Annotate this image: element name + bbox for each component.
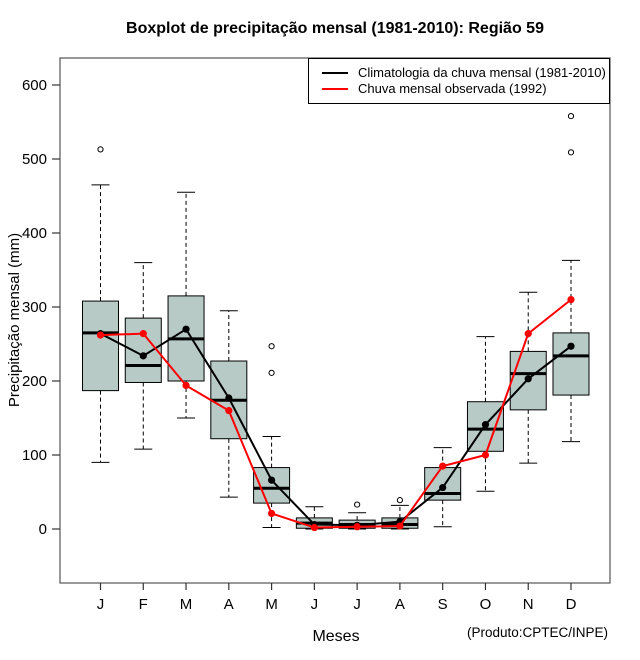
chart-title: Boxplot de precipitação mensal (1981-201… <box>126 20 544 37</box>
series-point <box>396 522 404 530</box>
legend-label-climatology: Climatologia da chuva mensal (1981-2010) <box>358 65 606 80</box>
boxplot-2 <box>124 262 162 450</box>
series-point <box>567 342 575 350</box>
outlier-point <box>396 497 404 504</box>
x-tick-label: A <box>224 596 234 613</box>
series-point <box>567 296 575 304</box>
series-point <box>225 394 233 402</box>
series-line <box>100 327 572 527</box>
x-tick-label: N <box>523 596 534 613</box>
series-point <box>267 509 276 518</box>
boxplot-5 <box>253 343 291 529</box>
x-tick-label: J <box>353 596 361 613</box>
climatology-line-swatch <box>322 72 348 74</box>
outlier-point <box>567 149 575 156</box>
x-tick-label: J <box>311 596 319 613</box>
outlier-point <box>567 112 575 120</box>
y-tick-label: 200 <box>22 373 47 390</box>
series-point <box>353 523 361 531</box>
outlier-point <box>268 343 275 350</box>
y-tick-label: 300 <box>22 299 47 316</box>
observed-line-swatch <box>322 88 348 90</box>
y-tick-label: 600 <box>22 77 47 94</box>
iqr-box <box>82 300 119 392</box>
x-tick-label: A <box>395 596 405 613</box>
series-point <box>439 462 447 470</box>
x-tick-label: M <box>265 596 278 613</box>
legend-item-observed: Chuva mensal observada (1992) <box>322 81 609 97</box>
series-point <box>96 331 105 339</box>
series-point <box>481 421 490 429</box>
outlier-point <box>268 369 275 376</box>
series-point <box>439 483 447 492</box>
series-point <box>481 451 490 459</box>
y-tick-label: 400 <box>22 225 47 242</box>
series-point <box>139 352 147 360</box>
x-axis-label: Meses <box>312 628 360 645</box>
series-point <box>524 330 532 338</box>
legend-label-observed: Chuva mensal observada (1992) <box>358 81 547 96</box>
series-point <box>267 476 276 484</box>
credit-text: (Produto:CPTEC/INPE) <box>466 625 608 640</box>
boxplot-10 <box>466 336 504 492</box>
boxplot-1 <box>82 146 119 463</box>
boxplot-3 <box>167 191 205 419</box>
x-tick-label: D <box>566 596 577 613</box>
outlier-point <box>97 146 104 153</box>
iqr-box <box>509 350 547 411</box>
series-point <box>310 523 318 532</box>
x-tick-label: O <box>480 596 492 613</box>
x-tick-label: J <box>97 596 105 613</box>
series-point <box>225 407 233 415</box>
legend: Climatologia da chuva mensal (1981-2010)… <box>308 58 610 104</box>
series-point <box>139 330 147 338</box>
boxplot-12 <box>552 112 590 443</box>
y-tick-label: 100 <box>22 447 47 464</box>
boxplot-11 <box>509 291 547 464</box>
outlier-point <box>354 501 361 508</box>
legend-item-climatology: Climatologia da chuva mensal (1981-2010) <box>322 65 609 81</box>
y-tick-label: 500 <box>22 151 47 168</box>
series-line <box>100 298 572 529</box>
series-point <box>182 325 190 333</box>
x-tick-label: M <box>180 596 193 613</box>
series-point <box>524 375 532 383</box>
iqr-box <box>552 332 590 396</box>
x-tick-label: S <box>438 596 448 613</box>
series-point <box>182 381 190 390</box>
x-tick-label: F <box>139 596 148 613</box>
observed-series <box>96 296 575 532</box>
y-tick-label: 0 <box>39 521 47 538</box>
